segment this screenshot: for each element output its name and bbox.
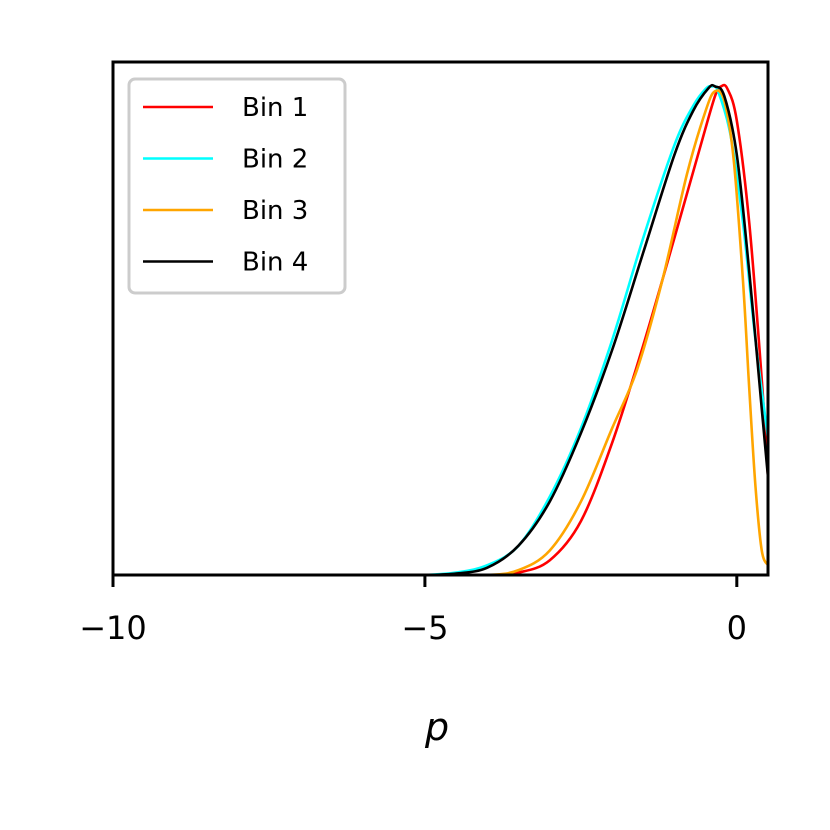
x-tick-label: −5 (401, 609, 448, 647)
legend-label-bin-2: Bin 2 (242, 145, 308, 175)
x-tick-label: 0 (727, 609, 747, 647)
x-axis-label: p (424, 705, 449, 749)
x-axis: −10 −5 0 (79, 575, 747, 647)
legend-label-bin-3: Bin 3 (242, 196, 308, 226)
legend-label-bin-1: Bin 1 (242, 93, 308, 123)
legend-box (127, 77, 347, 295)
x-tick-label: −10 (79, 609, 147, 647)
legend-label-bin-4: Bin 4 (242, 248, 308, 278)
series-layer (424, 83, 768, 575)
series-line-bin-3 (424, 89, 768, 575)
legend: Bin 1 Bin 2 Bin 3 Bin 4 (127, 77, 347, 295)
series-line-bin-1 (424, 83, 768, 575)
plot-frame (111, 60, 770, 577)
series-line-bin-4 (424, 83, 768, 575)
